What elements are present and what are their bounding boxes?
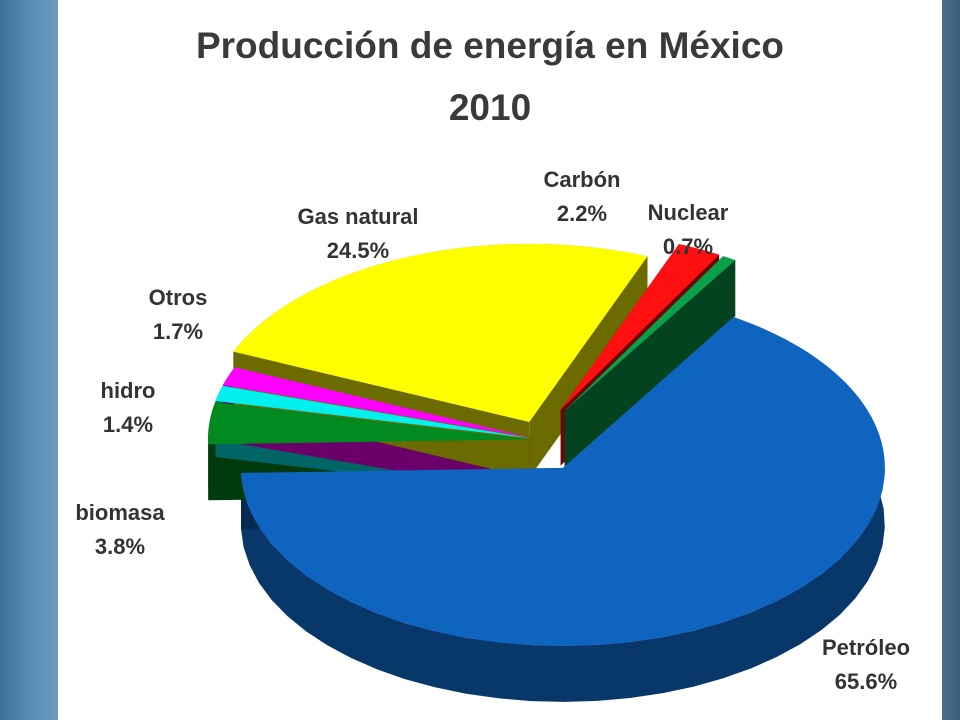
slice-label-nuclear: Nuclear (648, 200, 729, 225)
pie-slice-edge-nuclear-1 (564, 260, 736, 468)
pie-slice-gas-natural (233, 243, 648, 422)
pie-slice-carbón (560, 244, 720, 410)
slice-label-gas-natural: Gas natural (297, 204, 418, 229)
slice-value-petróleo: 65.6% (835, 669, 897, 694)
pie-chart: Petróleo 65.6% biomasa 3.8% hidro 1.4% Otros 1.… (75, 167, 910, 702)
slice-label-petróleo: Petróleo (822, 635, 910, 660)
slice-value-hidro: 1.4% (103, 412, 153, 437)
slice-label-hidro: hidro (101, 378, 156, 403)
slice-value-carbón: 2.2% (557, 201, 607, 226)
pie-slice-otros (222, 367, 531, 438)
pie-slice-petróleo (241, 317, 885, 646)
slice-value-biomasa: 3.8% (95, 534, 145, 559)
pie-slice-edge-gas-natural-1 (529, 256, 648, 478)
chart-title: Producción de energía en México (195, 25, 785, 66)
chart-subtitle-year: 2010 (448, 87, 532, 128)
slide: Producción de energía en México 2010 Pet… (58, 0, 942, 720)
slice-label-otros: Otros (149, 285, 208, 310)
slice-value-nuclear: 0.7% (663, 234, 713, 259)
slice-label-carbón: Carbón (544, 167, 621, 192)
slice-label-biomasa: biomasa (75, 500, 165, 525)
pie-slice-nuclear (564, 256, 736, 412)
pie-slice-biomasa (208, 402, 530, 445)
slice-value-gas-natural: 24.5% (327, 238, 389, 263)
pie-slice-hidro (215, 385, 531, 439)
slice-value-otros: 1.7% (153, 319, 203, 344)
